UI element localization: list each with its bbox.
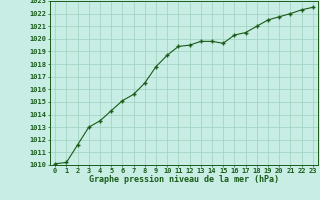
X-axis label: Graphe pression niveau de la mer (hPa): Graphe pression niveau de la mer (hPa) (89, 175, 279, 184)
